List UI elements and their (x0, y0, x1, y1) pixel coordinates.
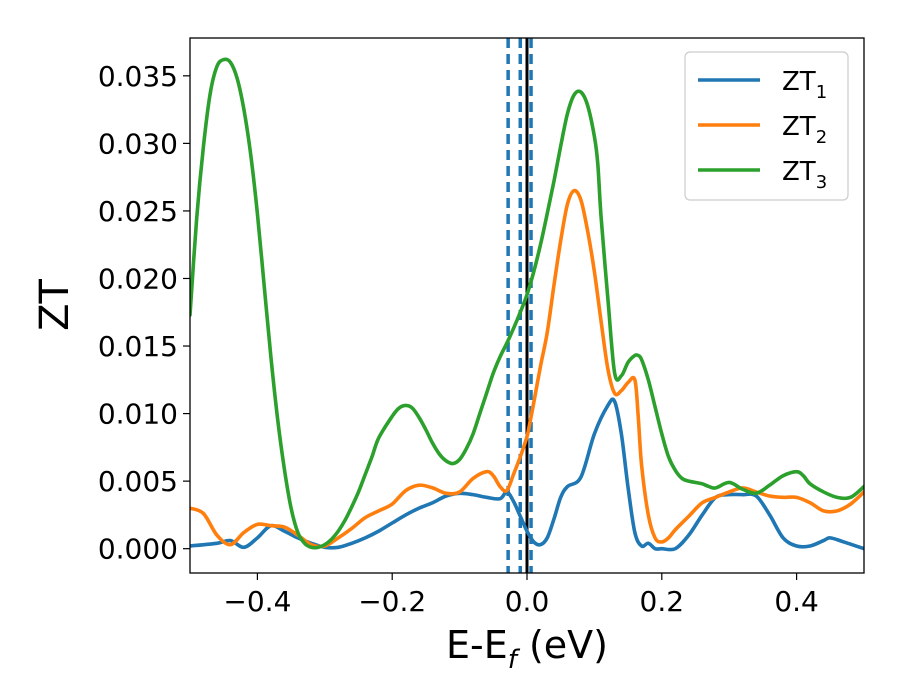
y-tick-label: 0.035 (98, 60, 178, 93)
x-axis-label: E-Ef (eV) (446, 623, 608, 675)
x-tick-label: 0.0 (505, 585, 550, 618)
y-tick-label: 0.030 (98, 127, 178, 160)
x-axis: −0.4 −0.2 0.0 0.2 0.4 (223, 573, 819, 618)
reference-lines (506, 38, 533, 573)
legend: ZT1 ZT2 ZT3 (684, 51, 849, 201)
y-tick-label: 0.025 (98, 195, 178, 228)
y-axis: 0.000 0.005 0.010 0.015 0.020 0.025 0.030 0.035 (98, 60, 190, 566)
y-tick-label: 0.020 (98, 262, 178, 295)
x-axis-label-unit: (eV) (517, 623, 608, 667)
y-tick-label: 0.000 (98, 533, 178, 566)
legend-label-zt1: ZT1 (782, 67, 827, 103)
legend-box (684, 51, 849, 201)
series-line-zt3 (190, 57, 864, 550)
y-tick-label: 0.010 (98, 398, 178, 431)
series-line-zt2 (190, 188, 864, 549)
legend-label-zt2: ZT2 (782, 112, 827, 148)
x-tick-label: −0.4 (223, 585, 291, 618)
x-tick-label: −0.2 (358, 585, 426, 618)
x-tick-label: 0.2 (640, 585, 685, 618)
x-axis-label-main: E-E (446, 623, 508, 667)
series-layer (190, 57, 864, 552)
legend-label-zt3: ZT3 (782, 157, 827, 193)
x-tick-label: 0.4 (774, 585, 819, 618)
y-tick-label: 0.005 (98, 465, 178, 498)
series-line-zt1 (190, 397, 864, 552)
y-tick-label: 0.015 (98, 330, 178, 363)
y-axis-label: ZT (32, 279, 78, 331)
